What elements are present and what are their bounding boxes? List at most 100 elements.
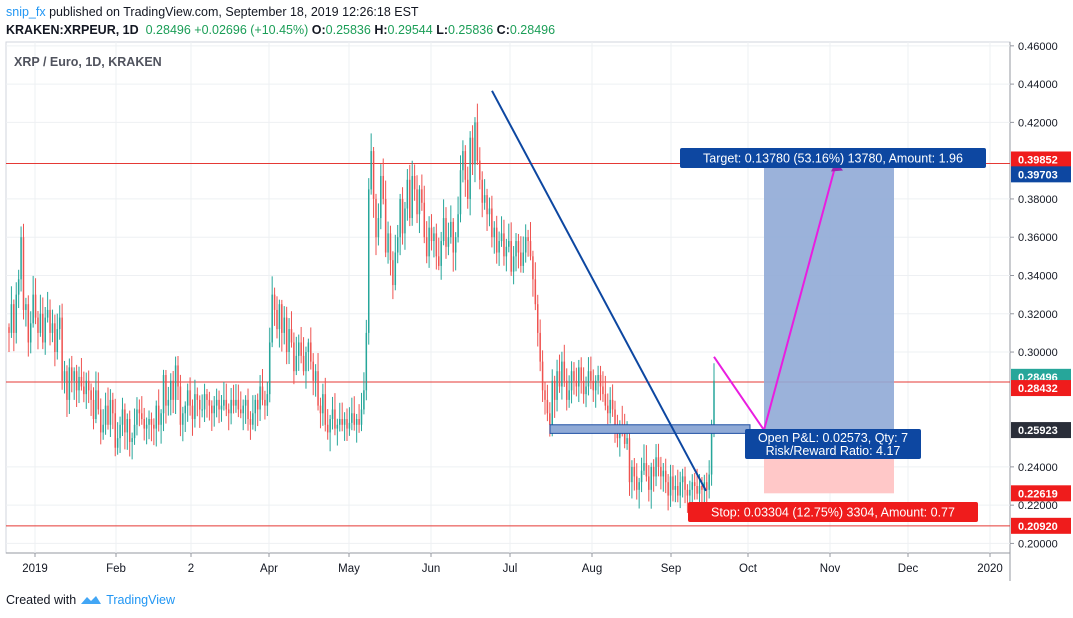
candle-body: [590, 371, 592, 381]
footer: Created with TradingView: [6, 593, 175, 607]
x-tick-label: May: [338, 563, 360, 575]
candle-body: [353, 413, 356, 425]
candle-body: [553, 380, 556, 400]
candle-body: [107, 405, 109, 425]
candle-body: [319, 405, 322, 414]
x-tick-label: Oct: [739, 563, 758, 575]
candle-body: [121, 409, 124, 425]
candle-body: [25, 304, 27, 310]
candle-body: [99, 409, 102, 433]
candle-body: [679, 482, 681, 496]
candle-body: [563, 361, 566, 381]
candle-body: [261, 386, 264, 400]
candle-body: [242, 405, 244, 414]
price-label: 0.28432: [1011, 380, 1071, 397]
pnl-text: Open P&L: 0.02573, Qty: 7: [758, 431, 908, 445]
candle-body: [203, 394, 206, 410]
candle-body: [607, 405, 609, 414]
candle-body: [689, 489, 691, 496]
candle-body: [302, 355, 305, 372]
candle-body: [529, 241, 532, 257]
candle-body: [102, 424, 104, 433]
target-zone: [764, 166, 894, 431]
candle-body: [249, 419, 252, 425]
candle-body: [380, 175, 382, 219]
candle-body: [223, 399, 225, 406]
candle-body: [339, 419, 341, 425]
price-label-text: 0.39703: [1018, 169, 1058, 181]
price-label: 0.22619: [1011, 485, 1071, 502]
candle-body: [565, 380, 568, 400]
x-tick-label: Sep: [661, 563, 681, 575]
candle-body: [488, 208, 491, 215]
candle-body: [80, 376, 83, 387]
candle-body: [68, 367, 71, 400]
candle-body: [413, 175, 416, 190]
candle-body: [174, 365, 177, 400]
candle-body: [635, 476, 638, 490]
candle-body: [211, 405, 213, 414]
candle-body: [592, 380, 595, 391]
y-tick-label: 0.36000: [1018, 232, 1058, 244]
price-label-text: 0.28432: [1018, 383, 1058, 395]
candle-body: [450, 221, 452, 238]
candle-body: [206, 394, 208, 400]
candle-body: [706, 482, 708, 490]
price-label-text: 0.25923: [1018, 425, 1058, 437]
candle-body: [367, 189, 370, 333]
candle-body: [8, 327, 10, 333]
candle-body: [269, 342, 271, 395]
candle-body: [218, 399, 220, 410]
candle-body: [464, 151, 467, 180]
candle-body: [46, 309, 49, 318]
candle-body: [546, 399, 549, 414]
candle-body: [124, 409, 126, 433]
candle-body: [322, 394, 324, 414]
candle-body: [317, 371, 319, 406]
candle-body: [264, 399, 266, 406]
x-tick-label: 2: [188, 563, 194, 575]
candle-body: [252, 413, 254, 425]
candle-body: [602, 386, 604, 395]
tradingview-logo-icon: [81, 596, 102, 604]
price-label-box: [1011, 422, 1071, 439]
candle-body: [271, 294, 273, 343]
candle-body: [230, 399, 232, 414]
publisher-link[interactable]: snip_fx: [6, 5, 46, 19]
last-price: 0.28496: [145, 23, 191, 37]
candle-body: [310, 342, 312, 362]
tradingview-link[interactable]: TradingView: [106, 593, 175, 607]
symbol-info: KRAKEN:XRPEUR, 1D 0.28496 +0.02696 (+10.…: [6, 23, 555, 37]
candle-body: [17, 279, 20, 295]
candle-body: [114, 413, 116, 448]
publish-info: snip_fx published on TradingView.com, Se…: [6, 5, 419, 19]
candle-body: [341, 419, 343, 425]
candle-body: [500, 233, 503, 242]
candle-body: [643, 463, 645, 471]
candle-body: [686, 489, 689, 496]
candle-body: [85, 380, 88, 395]
candle-body: [143, 419, 145, 429]
candle-body: [363, 390, 365, 410]
candle-body: [568, 390, 570, 400]
candle-body: [148, 419, 150, 425]
candle-body: [131, 438, 133, 442]
candle-body: [438, 256, 440, 266]
candle-body: [392, 260, 394, 286]
candle-body: [645, 463, 648, 477]
candle-body: [409, 179, 411, 219]
candle-body: [194, 394, 196, 420]
candle-body: [331, 409, 334, 420]
candle-body: [295, 355, 298, 372]
candle-body: [539, 332, 541, 362]
candle-body: [191, 405, 194, 420]
low-value: 0.25836: [448, 23, 494, 37]
candle-body: [355, 419, 358, 425]
candle-body: [73, 371, 75, 381]
candle-body: [329, 419, 331, 433]
candle-body: [34, 294, 37, 318]
x-tick-label: Nov: [820, 563, 841, 575]
candle-body: [411, 175, 413, 219]
trend-line: [491, 90, 707, 492]
